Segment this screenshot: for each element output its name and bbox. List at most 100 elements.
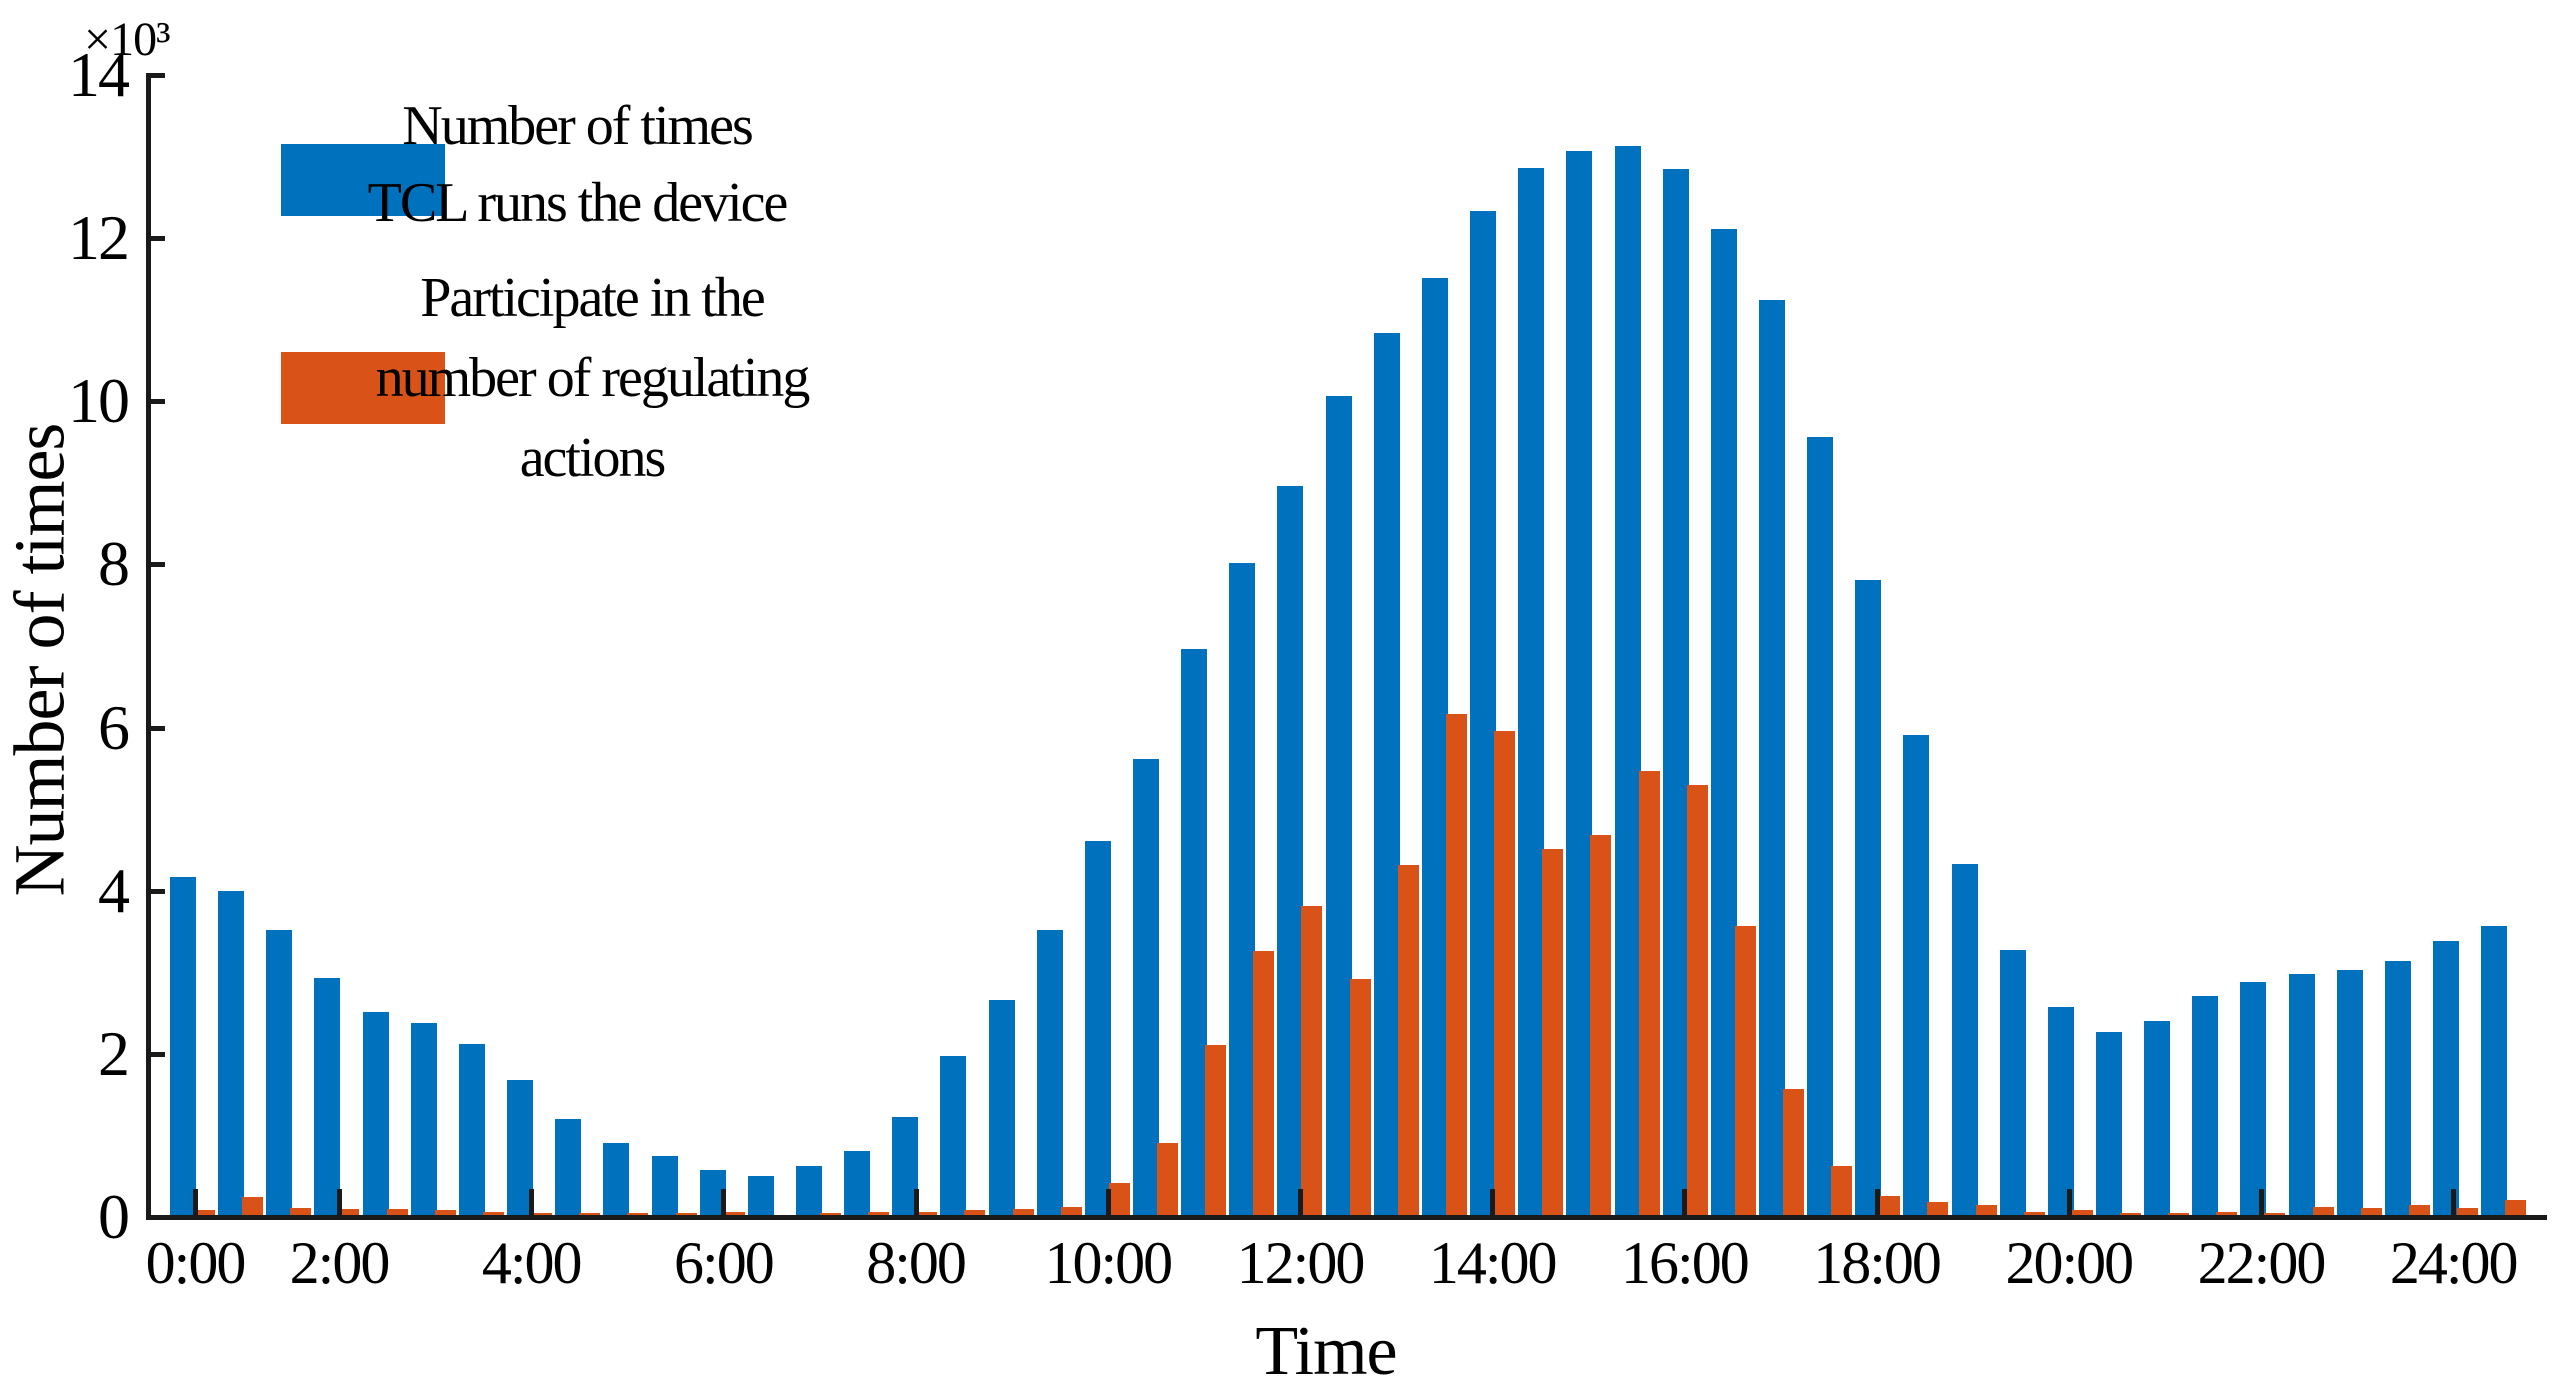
x-tick-label: 12:00 xyxy=(1236,1230,1366,1296)
blue-bar xyxy=(1373,333,1400,1220)
x-tick-label: 2:00 xyxy=(289,1230,391,1296)
y-tick-label: 4 xyxy=(98,854,130,926)
blue-bar xyxy=(1518,167,1545,1220)
y-tick-mark xyxy=(146,725,165,731)
blue-bar xyxy=(218,891,245,1220)
y-tick-label: 12 xyxy=(68,202,130,274)
y-axis-exponent-label: ×10³ xyxy=(84,13,170,66)
blue-bar xyxy=(2240,981,2267,1220)
x-tick-label: 16:00 xyxy=(1621,1230,1750,1296)
legend-label-line: Participate in the xyxy=(420,267,765,329)
blue-bar xyxy=(2336,969,2363,1220)
blue-bar xyxy=(1181,649,1208,1220)
y-tick-mark xyxy=(146,888,165,894)
y-tick-mark xyxy=(146,73,165,79)
blue-bar xyxy=(940,1056,967,1220)
orange-bar xyxy=(1494,730,1516,1220)
blue-bar xyxy=(314,977,341,1220)
blue-bar xyxy=(651,1156,678,1220)
blue-bar xyxy=(844,1150,871,1220)
blue-bar xyxy=(507,1079,534,1220)
blue-bar xyxy=(1277,485,1304,1220)
y-tick-mark xyxy=(146,1051,165,1057)
orange-bar xyxy=(386,1208,408,1220)
x-tick-mark xyxy=(1682,1189,1688,1220)
orange-bar xyxy=(2505,1199,2527,1220)
blue-bar xyxy=(266,929,293,1220)
y-tick-label: 0 xyxy=(98,1181,130,1252)
blue-bar xyxy=(1855,579,1882,1220)
blue-bar xyxy=(410,1022,437,1220)
blue-bar xyxy=(2433,941,2460,1220)
legend-swatch-regulating-actions xyxy=(281,352,445,424)
x-axis-title: Time xyxy=(1255,1313,1397,1390)
x-tick-mark xyxy=(337,1189,342,1220)
x-tick-label: 6:00 xyxy=(674,1230,775,1296)
orange-bar xyxy=(1108,1183,1130,1220)
orange-bar xyxy=(242,1197,264,1220)
orange-bar xyxy=(338,1209,360,1220)
x-tick-mark xyxy=(1298,1189,1303,1220)
y-tick-label: 10 xyxy=(68,365,130,437)
y-axis-line xyxy=(146,75,151,1220)
blue-bar xyxy=(1614,145,1641,1220)
blue-bar xyxy=(2192,995,2219,1220)
y-tick-label: 6 xyxy=(98,691,130,763)
orange-bar xyxy=(1542,848,1564,1220)
x-tick-mark xyxy=(721,1189,727,1220)
y-tick-label: 8 xyxy=(98,528,130,600)
blue-bar xyxy=(2047,1007,2074,1220)
x-tick-label: 24:00 xyxy=(2389,1230,2519,1296)
blue-bar xyxy=(2481,925,2508,1220)
orange-bar xyxy=(1638,771,1660,1220)
blue-bar xyxy=(1999,950,2026,1220)
legend-swatch-tcl-runs xyxy=(281,144,445,216)
blue-bar xyxy=(795,1166,822,1220)
y-tick-mark xyxy=(146,236,165,242)
legend-label-tcl-runs: Number of times TCL runs the device xyxy=(368,88,789,242)
blue-bar xyxy=(1662,169,1689,1220)
legend-label-line: Number of times xyxy=(402,95,753,157)
y-tick-label: 14 xyxy=(68,39,130,111)
x-tick-mark xyxy=(193,1189,198,1220)
x-tick-label: 20:00 xyxy=(2005,1230,2134,1296)
x-tick-label: 10:00 xyxy=(1044,1230,1173,1296)
x-tick-mark xyxy=(529,1189,535,1220)
x-tick-label: 8:00 xyxy=(866,1230,967,1296)
x-tick-label: 4:00 xyxy=(481,1230,583,1296)
orange-bar xyxy=(1879,1195,1901,1220)
y-axis-title: Number of times xyxy=(0,423,80,897)
blue-bar xyxy=(1807,436,1834,1220)
blue-bar xyxy=(458,1043,485,1220)
x-tick-mark xyxy=(913,1189,919,1220)
orange-bar xyxy=(1397,865,1419,1220)
blue-bar xyxy=(2096,1031,2122,1220)
orange-bar xyxy=(1590,834,1612,1220)
orange-bar xyxy=(1205,1044,1227,1220)
legend-label-line: actions xyxy=(519,427,667,489)
blue-bar xyxy=(1421,277,1448,1220)
blue-bar xyxy=(2288,973,2315,1220)
blue-bar xyxy=(1566,151,1593,1220)
orange-bar xyxy=(1686,785,1708,1220)
blue-bar xyxy=(555,1118,582,1220)
blue-bar xyxy=(1036,929,1063,1220)
blue-bar xyxy=(1325,396,1352,1220)
blue-bar xyxy=(170,877,196,1220)
blue-bar xyxy=(1229,563,1256,1220)
x-axis-line xyxy=(146,1215,2547,1220)
x-tick-label: 22:00 xyxy=(2197,1230,2327,1296)
orange-bar xyxy=(1012,1209,1034,1220)
blue-bar xyxy=(362,1011,389,1220)
orange-bar xyxy=(1734,926,1756,1220)
y-tick-mark xyxy=(146,399,165,405)
blue-bar xyxy=(1951,863,1978,1220)
x-tick-mark xyxy=(2259,1189,2264,1220)
x-tick-mark xyxy=(2066,1189,2072,1220)
blue-bar xyxy=(1710,228,1737,1220)
blue-bar xyxy=(1133,759,1159,1220)
orange-bar xyxy=(1157,1142,1178,1220)
blue-bar xyxy=(747,1175,774,1220)
y-tick-label: 2 xyxy=(98,1017,130,1089)
